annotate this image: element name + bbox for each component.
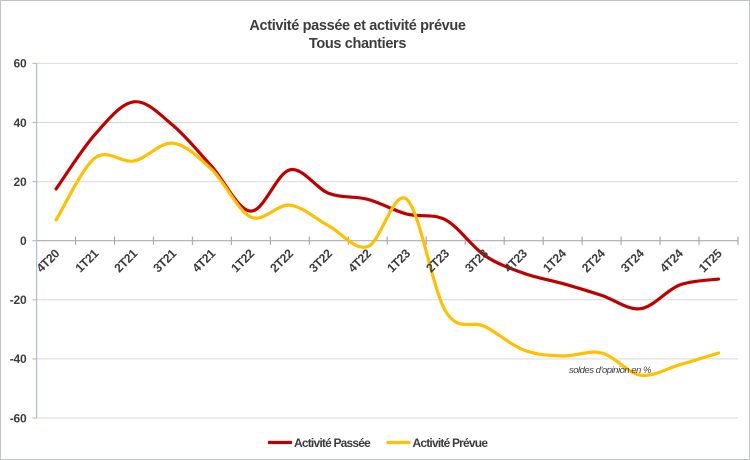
svg-text:60: 60 [14,57,27,71]
svg-text:1T24: 1T24 [540,246,569,275]
svg-text:2T22: 2T22 [267,246,296,275]
svg-text:2T24: 2T24 [579,246,608,275]
svg-text:Tous chantiers: Tous chantiers [309,36,406,52]
svg-text:Activité passée et activité pr: Activité passée et activité prévue [249,18,465,34]
svg-text:0: 0 [20,234,27,248]
svg-text:3T23: 3T23 [462,246,491,275]
svg-text:4T20: 4T20 [34,246,63,275]
svg-text:3T24: 3T24 [618,246,647,275]
svg-text:3T22: 3T22 [306,246,335,275]
svg-text:1T21: 1T21 [73,246,102,275]
svg-text:Activité Passée: Activité Passée [294,436,371,450]
svg-text:-40: -40 [10,352,27,366]
svg-text:3T21: 3T21 [151,246,180,275]
svg-text:40: 40 [14,116,27,130]
svg-text:4T22: 4T22 [345,246,374,275]
svg-text:-60: -60 [10,411,27,425]
svg-text:20: 20 [14,175,27,189]
svg-text:soldes d’opinion en %: soldes d’opinion en % [569,365,652,376]
svg-text:4T21: 4T21 [190,246,219,275]
svg-text:-20: -20 [10,293,27,307]
svg-text:1T23: 1T23 [384,246,413,275]
svg-text:4T24: 4T24 [657,246,686,275]
svg-text:1T25: 1T25 [696,246,725,275]
svg-text:Activité Prévue: Activité Prévue [413,436,489,450]
svg-text:2T21: 2T21 [112,246,141,275]
svg-text:1T22: 1T22 [228,246,257,275]
